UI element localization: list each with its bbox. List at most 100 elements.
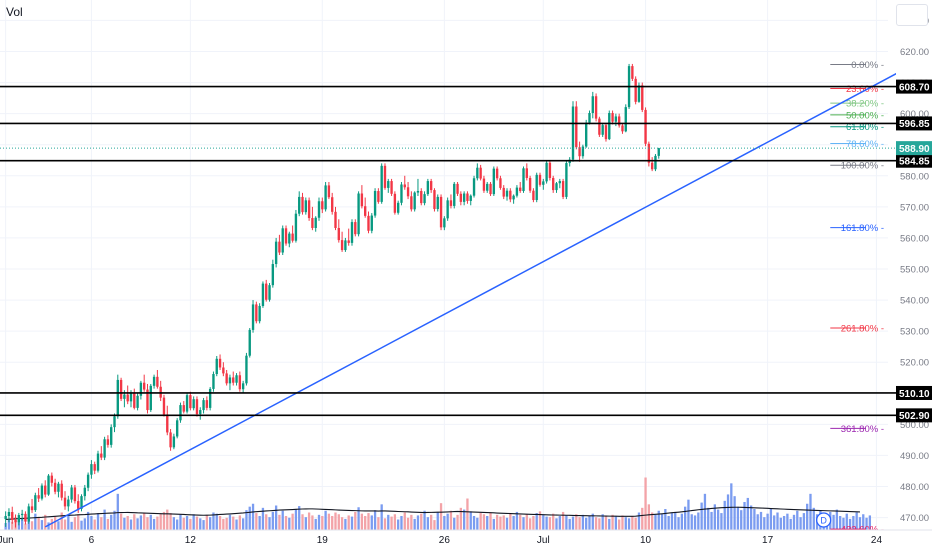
candle-body-129 bbox=[429, 181, 433, 191]
volume-bar-218 bbox=[723, 500, 726, 530]
volume-bar-235 bbox=[779, 517, 782, 530]
volume-bar-122 bbox=[406, 517, 410, 530]
candle-body-114 bbox=[380, 165, 383, 202]
candle-body-2 bbox=[11, 511, 14, 521]
volume-bar-25 bbox=[86, 511, 90, 530]
volume-bar-208 bbox=[690, 514, 693, 530]
volume-bar-78 bbox=[261, 507, 265, 530]
candle-body-24 bbox=[83, 487, 87, 497]
price-tick-label-15: 620.00 bbox=[900, 47, 929, 58]
candle-body-85 bbox=[284, 228, 288, 244]
volume-bar-23 bbox=[80, 520, 83, 530]
candle-body-197 bbox=[654, 155, 657, 170]
volume-bar-182 bbox=[604, 516, 608, 530]
candle-body-18 bbox=[63, 497, 67, 507]
fib-level-label-4: 61.80% - bbox=[846, 122, 884, 133]
volume-bar-50 bbox=[169, 513, 172, 530]
volume-bar-199 bbox=[660, 514, 664, 530]
volume-bar-164 bbox=[545, 516, 548, 530]
settings-button[interactable] bbox=[896, 4, 928, 26]
volume-bar-16 bbox=[57, 521, 60, 530]
volume-bar-185 bbox=[614, 516, 618, 530]
candle-body-4 bbox=[17, 515, 21, 523]
volume-bar-36 bbox=[123, 517, 126, 530]
volume-bar-68 bbox=[228, 514, 232, 530]
volume-bar-188 bbox=[624, 517, 627, 530]
volume-bar-176 bbox=[585, 517, 588, 530]
volume-bar-63 bbox=[212, 512, 215, 530]
volume-bar-106 bbox=[354, 511, 357, 530]
candle-body-193 bbox=[641, 85, 644, 110]
candle-body-106 bbox=[354, 222, 357, 235]
volume-bar-84 bbox=[281, 510, 284, 530]
candle-body-110 bbox=[367, 215, 370, 231]
trendline-line bbox=[44, 53, 932, 528]
volume-bar-10 bbox=[37, 517, 40, 530]
candle-body-40 bbox=[136, 395, 139, 408]
candle-body-103 bbox=[344, 240, 347, 251]
time-tick-label-7: 17 bbox=[762, 535, 774, 546]
price-tick-label-3: 500.00 bbox=[900, 420, 929, 431]
candle-body-30 bbox=[103, 439, 106, 458]
volume-bar-237 bbox=[786, 513, 789, 530]
volume-bar-228 bbox=[756, 514, 759, 530]
candle-body-67 bbox=[225, 373, 228, 384]
horizontal-levels[interactable] bbox=[0, 85, 896, 417]
volume-bar-1 bbox=[7, 519, 11, 530]
candle-body-192 bbox=[637, 85, 641, 102]
candle-body-60 bbox=[202, 400, 205, 411]
candle-body-92 bbox=[307, 200, 311, 219]
volume-bar-93 bbox=[311, 515, 314, 530]
candle-body-182 bbox=[604, 125, 608, 140]
volume-bar-73 bbox=[245, 510, 248, 530]
candle-body-28 bbox=[96, 453, 100, 471]
candle-body-123 bbox=[410, 196, 413, 210]
candle-body-161 bbox=[535, 174, 538, 201]
fibonacci-retracement[interactable]: 0.00% -23.60% -38.20% -50.00% -61.80% -7… bbox=[830, 60, 884, 536]
candle-body-196 bbox=[650, 162, 654, 170]
candle-body-128 bbox=[426, 181, 430, 195]
time-axis[interactable]: Jun 6 12 19 26 Jul 10 17 24 bbox=[0, 529, 932, 550]
volume-bar-17 bbox=[60, 512, 63, 530]
volume-bar-187 bbox=[621, 515, 624, 530]
volume-bar-75 bbox=[251, 503, 255, 530]
time-tick-label-1: 6 bbox=[89, 535, 95, 546]
candle-body-148 bbox=[492, 168, 496, 195]
candle-body-82 bbox=[274, 241, 278, 265]
volume-bar-39 bbox=[133, 514, 136, 530]
candle-body-46 bbox=[156, 376, 159, 387]
volume-ma-line bbox=[5, 506, 860, 521]
volume-bar-229 bbox=[759, 511, 763, 530]
volume-bar-35 bbox=[119, 513, 123, 530]
candle-body-124 bbox=[413, 192, 416, 210]
volume-bar-215 bbox=[713, 504, 716, 530]
volume-bar-62 bbox=[209, 517, 212, 530]
candle-body-70 bbox=[235, 375, 238, 383]
candle-body-65 bbox=[218, 358, 222, 368]
volume-bar-254 bbox=[842, 517, 845, 530]
candle-body-168 bbox=[558, 181, 561, 184]
volume-indicator-label[interactable]: Vol bbox=[6, 5, 23, 19]
volume-bar-47 bbox=[159, 513, 162, 530]
candle-body-159 bbox=[528, 177, 532, 191]
time-tick-label-6: 10 bbox=[640, 535, 652, 546]
candle-body-112 bbox=[373, 191, 377, 216]
volume-bar-226 bbox=[749, 505, 753, 530]
volume-bar-225 bbox=[746, 497, 749, 530]
volume-bar-52 bbox=[176, 519, 179, 530]
volume-bar-32 bbox=[110, 514, 113, 530]
volume-bar-209 bbox=[693, 515, 697, 530]
trendline[interactable] bbox=[44, 30, 932, 528]
volume-bar-192 bbox=[637, 512, 641, 530]
volume-bar-261 bbox=[865, 517, 868, 530]
candle-body-117 bbox=[390, 181, 393, 194]
volume-bar-210 bbox=[697, 512, 700, 530]
volume-bar-65 bbox=[218, 516, 222, 530]
volume-bar-15 bbox=[53, 516, 57, 530]
price-axis[interactable]: 470.00480.00490.00500.00510.00520.00530.… bbox=[896, 0, 932, 550]
candle-body-34 bbox=[116, 379, 119, 417]
candle-body-49 bbox=[166, 414, 169, 433]
event-markers[interactable]: D bbox=[816, 512, 832, 528]
